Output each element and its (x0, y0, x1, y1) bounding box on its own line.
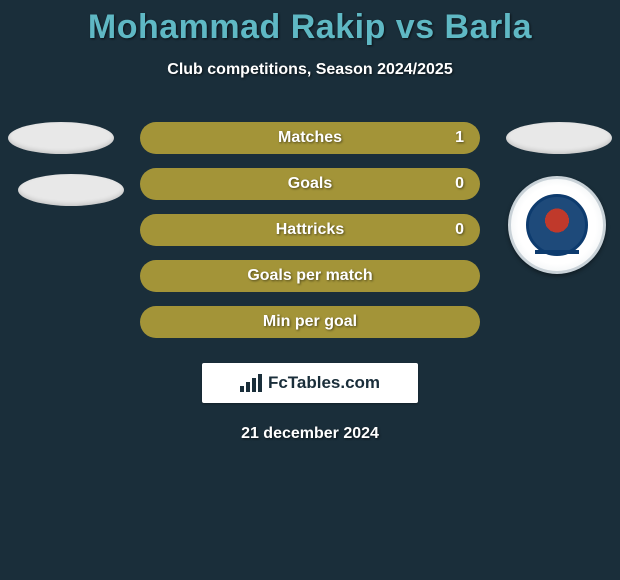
stat-label: Matches (140, 122, 480, 154)
stat-value-right: 0 (455, 168, 464, 200)
player1-avatar-placeholder-1 (8, 122, 114, 154)
stat-label: Goals per match (140, 260, 480, 292)
stat-value-right: 0 (455, 214, 464, 246)
stat-value-right: 1 (455, 122, 464, 154)
stat-label: Min per goal (140, 306, 480, 338)
player1-avatar-placeholder-2 (18, 174, 124, 206)
player2-club-badge (508, 176, 606, 274)
stat-row-min-per-goal: Min per goal (0, 299, 620, 345)
subtitle: Club competitions, Season 2024/2025 (0, 61, 620, 79)
fctables-watermark: FcTables.com (202, 363, 418, 403)
fctables-label: FcTables.com (268, 373, 380, 393)
club-crest-icon (526, 194, 588, 256)
bar-chart-icon (240, 374, 262, 392)
player2-avatar-placeholder (506, 122, 612, 154)
date-label: 21 december 2024 (0, 425, 620, 443)
stat-label: Hattricks (140, 214, 480, 246)
stat-label: Goals (140, 168, 480, 200)
page-title: Mohammad Rakip vs Barla (0, 0, 620, 47)
